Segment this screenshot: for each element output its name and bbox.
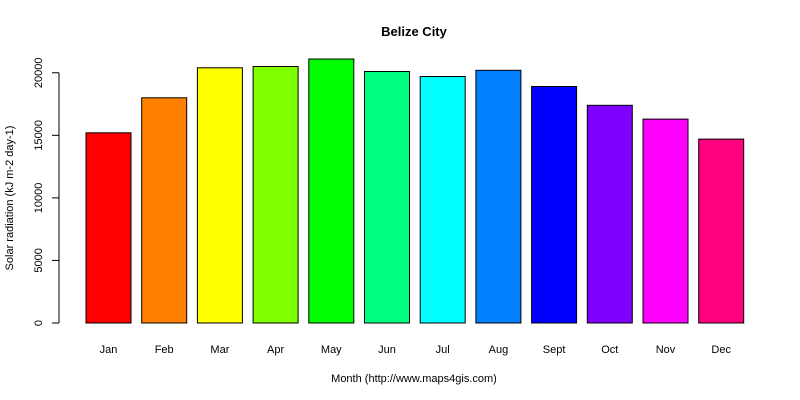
y-tick-label: 15000 — [33, 120, 45, 151]
y-axis-label: Solar radiation (kJ m-2 day-1) — [4, 126, 16, 271]
x-axis-label: Month (http://www.maps4gis.com) — [331, 373, 497, 385]
bar-jul — [419, 76, 466, 324]
x-tick-label: Jun — [378, 344, 396, 356]
x-tick-labels: Jan Feb Mar Apr May Jun Jul Aug Sept Oct Nov Dec — [100, 344, 732, 356]
bar-sept — [531, 86, 578, 324]
bar-apr — [252, 66, 299, 324]
x-tick-label: Dec — [711, 344, 731, 356]
bars-group — [85, 58, 745, 324]
bar-jun — [364, 71, 410, 324]
bar-nov — [642, 118, 689, 324]
bar-dec — [698, 138, 745, 324]
x-tick-label: Nov — [656, 344, 676, 356]
bar-feb — [141, 97, 188, 324]
x-tick-label: Feb — [155, 344, 174, 356]
x-tick-label: Apr — [267, 344, 284, 356]
bar-jan — [85, 132, 132, 324]
x-tick-label: Aug — [489, 344, 509, 356]
chart-title: Belize City — [381, 24, 448, 39]
bar-aug — [475, 69, 522, 324]
bar-may — [308, 58, 355, 324]
y-tick-label: 0 — [33, 320, 45, 326]
y-tick-label: 10000 — [33, 183, 45, 214]
x-tick-label: May — [321, 344, 342, 356]
x-tick-label: Mar — [210, 344, 229, 356]
x-tick-label: Jan — [100, 344, 118, 356]
bar-oct — [586, 104, 633, 324]
x-tick-label: Jul — [436, 344, 450, 356]
y-tick-label: 20000 — [33, 58, 45, 89]
y-axis: 0 5000 10000 15000 20000 — [33, 58, 60, 326]
x-tick-label: Oct — [601, 344, 618, 356]
bar-mar — [196, 67, 243, 324]
y-tick-label: 5000 — [33, 248, 45, 272]
x-tick-label: Sept — [543, 344, 566, 356]
